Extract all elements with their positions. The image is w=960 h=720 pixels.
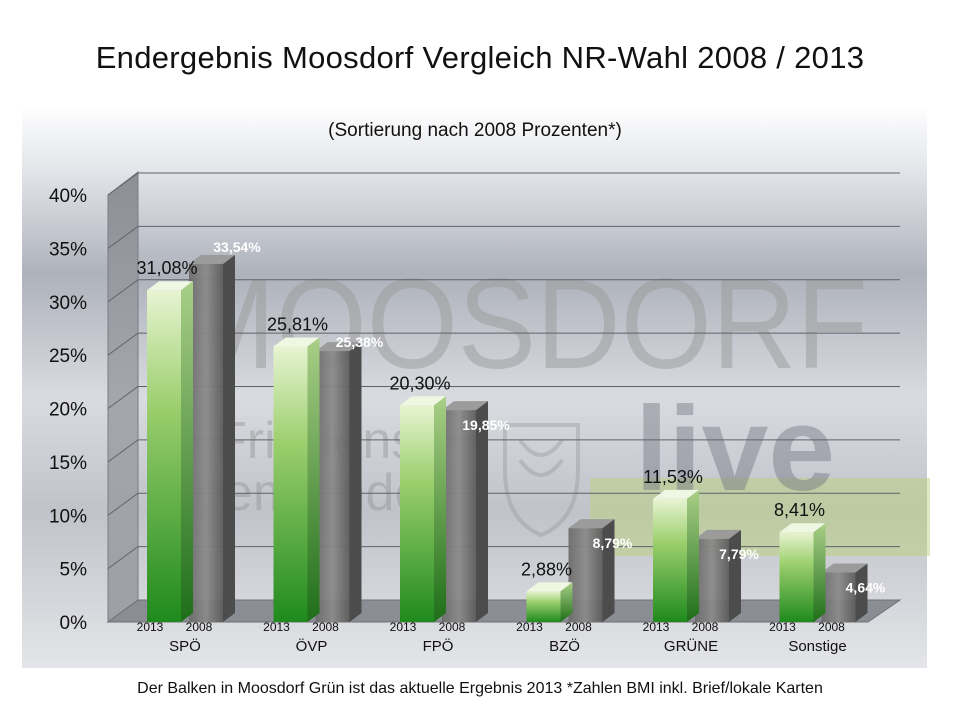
bar-2008-0	[189, 263, 223, 622]
category-label-3: BZÖ	[549, 637, 580, 655]
bar-year-label-2013-1: 2013	[263, 620, 290, 634]
bar-year-label-2013-5: 2013	[769, 620, 796, 634]
bar-2013-side-0	[181, 281, 193, 622]
gridline-wall-40	[107, 172, 139, 196]
gridline-wall-10	[107, 492, 139, 516]
category-label-4: GRÜNE	[664, 637, 718, 655]
bar-2013-0	[147, 290, 181, 622]
bar-2013-4	[653, 498, 687, 622]
bar-year-label-2013-0: 2013	[137, 620, 164, 634]
gridlines	[107, 172, 900, 570]
gridline-wall-35	[107, 225, 139, 249]
bar-year-label-2013-3: 2013	[516, 620, 543, 634]
bar-2013-top-0	[147, 281, 193, 291]
y-tick-label: 5%	[60, 560, 88, 581]
bar-2013-top-4	[653, 489, 699, 499]
bar-2013-side-4	[687, 489, 699, 622]
bar-2008-side-5	[855, 563, 868, 622]
bar-2008-3	[568, 528, 603, 622]
category-label-1: ÖVP	[296, 637, 328, 655]
bar-year-label-2008-5: 2008	[818, 620, 845, 634]
bar-2008-5	[821, 572, 856, 622]
bar-2008-top-5	[821, 563, 868, 573]
bar-2013-5	[779, 532, 814, 622]
y-axis-ticks: 0% 5% 10% 15% 20% 25% 30% 35% 40%	[49, 186, 87, 634]
category-label-2: FPÖ	[423, 637, 454, 655]
bar-2008-top-1	[315, 342, 362, 352]
gridline-wall-25	[107, 332, 139, 356]
data-label-2008-0: 33,54%	[213, 239, 261, 255]
bar-2008-1	[315, 351, 350, 622]
watermark-crest-icon	[503, 423, 580, 538]
data-label-2013-1: 25,81%	[267, 314, 328, 334]
data-label-2013-5: 8,41%	[774, 500, 825, 520]
y-tick-label: 10%	[49, 506, 87, 527]
y-tick-label: 20%	[49, 400, 87, 421]
bar-2008-2	[442, 410, 476, 622]
bar-2013-side-2	[434, 396, 446, 622]
bar-year-label-2008-4: 2008	[692, 620, 719, 634]
bar-year-label-2013-4: 2013	[643, 620, 670, 634]
data-label-2013-2: 20,30%	[389, 373, 450, 393]
bar-2008-side-4	[729, 529, 741, 622]
data-label-2013-4: 11,53%	[643, 467, 703, 487]
data-label-2013-3: 2,88%	[521, 559, 572, 579]
bar-2008-side-3	[602, 519, 615, 622]
bar-2013-2	[400, 405, 434, 622]
gridline-wall-30	[107, 279, 139, 303]
data-label-2013-0: 31,08%	[136, 258, 197, 278]
bar-year-label-2008-1: 2008	[312, 620, 339, 634]
y-tick-label: 30%	[49, 293, 87, 314]
bar-2008-side-2	[476, 401, 488, 622]
page-title: Endergebnis Moosdorf Vergleich NR-Wahl 2…	[95, 40, 865, 75]
data-label-2008-3: 8,79%	[593, 535, 633, 551]
data-label-2008-2: 19,85%	[462, 417, 510, 433]
gridline-wall-15	[107, 439, 139, 463]
bar-2013-top-5	[779, 523, 826, 533]
bar-2008-top-0	[189, 254, 235, 264]
footnote: Der Balken in Moosdorf Grün ist das aktu…	[137, 680, 823, 697]
bar-year-label-2013-2: 2013	[390, 620, 417, 634]
data-label-2008-1: 25,38%	[336, 334, 384, 350]
bar-year-label-2008-2: 2008	[439, 620, 466, 634]
data-label-2008-5: 4,64%	[846, 579, 886, 595]
data-label-2008-4: 7,79%	[719, 546, 759, 562]
y-tick-label: 15%	[49, 453, 87, 474]
bar-2008-top-3	[568, 519, 615, 529]
bar-2013-3	[526, 591, 561, 622]
watermark-live-box	[590, 478, 930, 556]
bar-year-label-2008-0: 2008	[186, 620, 213, 634]
bar-2008-top-2	[442, 401, 488, 411]
bar-2013-top-3	[526, 582, 573, 592]
y-tick-label: 0%	[60, 613, 88, 634]
chart-subtitle: (Sortierung nach 2008 Prozenten*)	[328, 120, 622, 141]
gridline-wall-20	[107, 386, 139, 409]
bar-2008-4	[695, 538, 729, 622]
y-tick-label: 25%	[49, 346, 87, 367]
bar-2013-side-3	[560, 582, 573, 622]
x-axis-labels: 2013 2008 SPÖ 2013 2008 ÖVP 2013 2008 FPÖ 2013 200…	[137, 620, 847, 655]
bar-2013-top-2	[400, 396, 446, 406]
bar-2013-1	[273, 346, 308, 622]
y-tick-label: 35%	[49, 239, 87, 260]
gridline-wall-5	[107, 546, 139, 570]
bar-2008-side-0	[223, 254, 235, 622]
category-label-0: SPÖ	[169, 637, 201, 655]
bars	[147, 254, 868, 622]
y-tick-label: 40%	[49, 186, 87, 207]
bar-2013-top-1	[273, 337, 320, 347]
category-label-5: Sonstige	[788, 638, 846, 655]
data-labels: 31,08% 33,54% 25,81% 25,38% 20,30% 19,85% 2,88…	[136, 239, 885, 596]
bar-2008-top-4	[695, 529, 741, 539]
bar-2008-side-1	[349, 342, 362, 622]
bar-2013-side-5	[813, 523, 826, 622]
bar-year-label-2008-3: 2008	[565, 620, 592, 634]
bar-2013-side-1	[307, 337, 320, 622]
